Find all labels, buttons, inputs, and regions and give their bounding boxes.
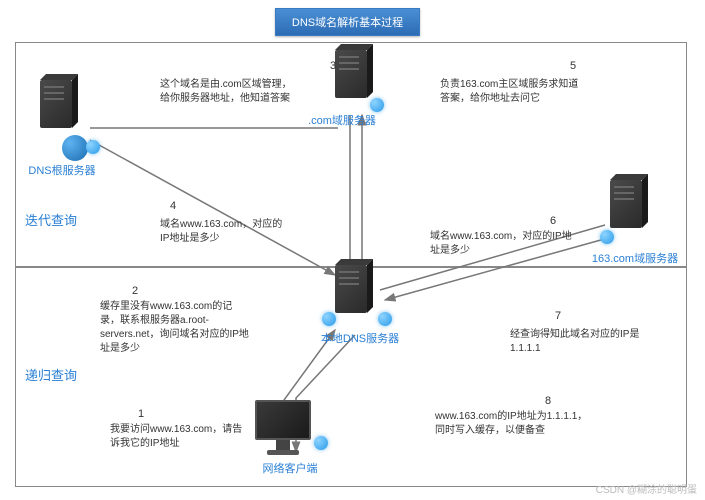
step-6-text: 域名www.163.com，对应的IP地址是多少: [430, 230, 580, 258]
iterative-section-label: 迭代查询: [25, 210, 77, 229]
local-server-icon: [335, 265, 375, 325]
step-8-num: 8: [545, 395, 551, 407]
step-1-text: 我要访问www.163.com，请告诉我它的IP地址: [110, 423, 250, 451]
step-8-text: www.163.com的IP地址为1.1.1.1，同时写入缓存，以便备查: [435, 410, 595, 438]
root-server-icon: [40, 80, 80, 140]
step-6-num: 6: [550, 215, 556, 227]
connection-dot: [322, 312, 336, 326]
connection-dot: [600, 230, 614, 244]
step-3-num: 3: [330, 60, 336, 72]
step-4-num: 4: [170, 200, 176, 212]
watermark: CSDN @糊涂的聪明蛋: [596, 481, 697, 496]
connection-dot: [378, 312, 392, 326]
connection-dot: [86, 140, 100, 154]
diagram-title: DNS域名解析基本过程: [275, 8, 420, 36]
step-5-text: 负责163.com主区域服务求知道答案，给你地址去问它: [440, 78, 585, 106]
local-server-label: 本地DNS服务器: [315, 330, 405, 346]
step-4-text: 域名www.163.com，对应的IP地址是多少: [160, 218, 290, 246]
step-7-num: 7: [555, 310, 561, 322]
com-server-label: .com域服务器: [302, 112, 382, 128]
step-2-text: 缓存里没有www.163.com的记录，联系根服务器a.root-servers…: [100, 300, 250, 356]
step-3-text: 这个域名是由.com区域管理，给你服务器地址，他知道答案: [160, 78, 300, 106]
step-1-num: 1: [138, 408, 144, 420]
com-server-icon: [335, 50, 375, 110]
recursive-section-label: 递归查询: [25, 365, 77, 384]
step-2-num: 2: [132, 285, 138, 297]
globe-icon: [62, 135, 88, 161]
step-7-text: 经查询得知此域名对应的IP是1.1.1.1: [510, 328, 650, 356]
connection-dot: [314, 436, 328, 450]
connection-dot: [370, 98, 384, 112]
domain-server-icon: [610, 180, 650, 240]
client-monitor-icon: [255, 400, 311, 455]
step-5-num: 5: [570, 60, 576, 72]
root-server-label: DNS根服务器: [22, 162, 102, 178]
domain-server-label: 163.com域服务器: [580, 250, 690, 266]
client-label: 网络客户端: [255, 460, 325, 476]
